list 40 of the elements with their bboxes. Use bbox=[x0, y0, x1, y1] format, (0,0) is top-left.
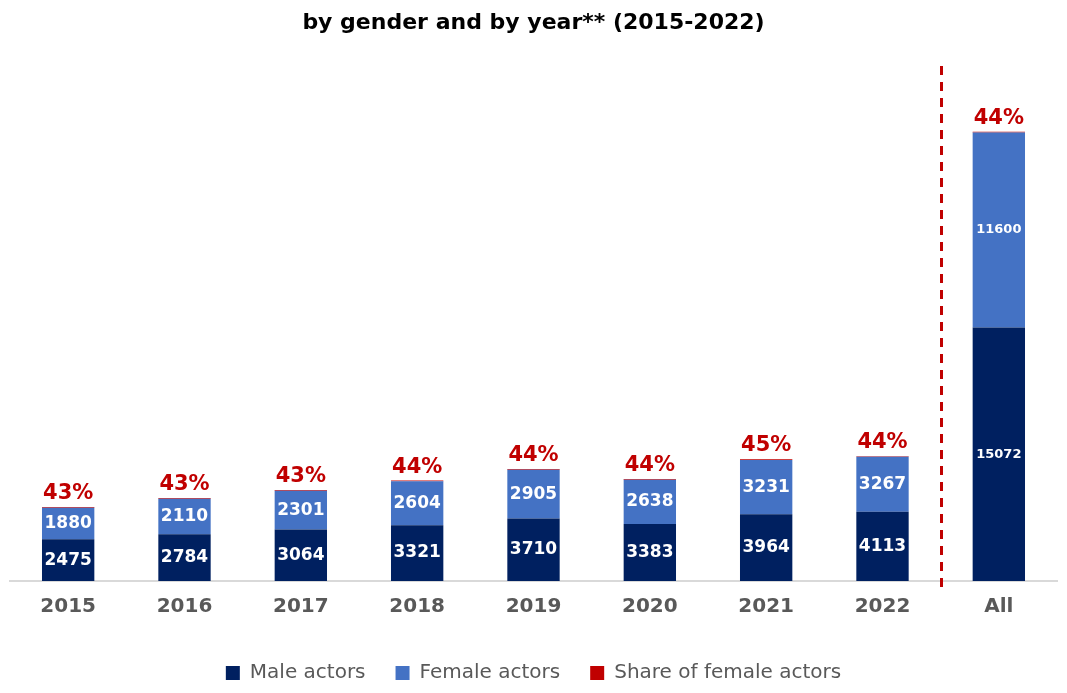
data-label: 2604 bbox=[393, 491, 441, 512]
data-label: 43% bbox=[159, 470, 210, 495]
data-label: 2301 bbox=[277, 498, 325, 519]
data-label: 3710 bbox=[509, 538, 558, 559]
data-label: 2784 bbox=[160, 546, 209, 567]
x-tick-label: 2022 bbox=[854, 593, 911, 618]
x-tick-label: 2017 bbox=[273, 593, 329, 618]
data-label: 44% bbox=[973, 104, 1024, 129]
data-label: 3231 bbox=[742, 475, 790, 496]
x-tick-label: 2021 bbox=[738, 593, 794, 618]
x-tick-label: 2018 bbox=[389, 593, 445, 618]
x-tick-label: 2016 bbox=[156, 593, 213, 618]
data-label: 44% bbox=[392, 453, 443, 478]
data-label: 44% bbox=[624, 451, 675, 476]
data-label: 15072 bbox=[976, 445, 1022, 461]
legend-label: Female actors bbox=[419, 659, 561, 684]
data-label: 43% bbox=[275, 462, 326, 487]
data-label: 43% bbox=[43, 479, 94, 504]
data-label: 2475 bbox=[44, 548, 92, 569]
legend-label: Share of female actors bbox=[614, 659, 842, 684]
data-label: 3383 bbox=[626, 540, 674, 561]
data-label: 2638 bbox=[626, 490, 674, 511]
data-label: 3321 bbox=[393, 541, 441, 562]
x-tick-label: 2020 bbox=[622, 593, 678, 618]
x-tick-label: 2019 bbox=[505, 593, 562, 618]
data-label: 1880 bbox=[44, 511, 92, 532]
x-tick-label: 2015 bbox=[40, 593, 96, 618]
data-label: 11600 bbox=[976, 221, 1022, 237]
data-label: 4113 bbox=[858, 534, 907, 555]
data-label: 3964 bbox=[742, 536, 790, 557]
chart-title: by gender and by year** (2015-2022) bbox=[302, 8, 765, 34]
data-label: 3267 bbox=[858, 472, 907, 493]
legend-label: Male actors bbox=[249, 659, 366, 684]
data-label: 44% bbox=[508, 441, 559, 466]
data-label: 44% bbox=[857, 429, 908, 454]
data-label: 45% bbox=[741, 432, 792, 457]
data-label: 3064 bbox=[277, 543, 325, 564]
data-label: 2905 bbox=[509, 482, 558, 503]
data-label: 2110 bbox=[160, 504, 209, 525]
x-tick-label: All bbox=[984, 593, 1014, 618]
